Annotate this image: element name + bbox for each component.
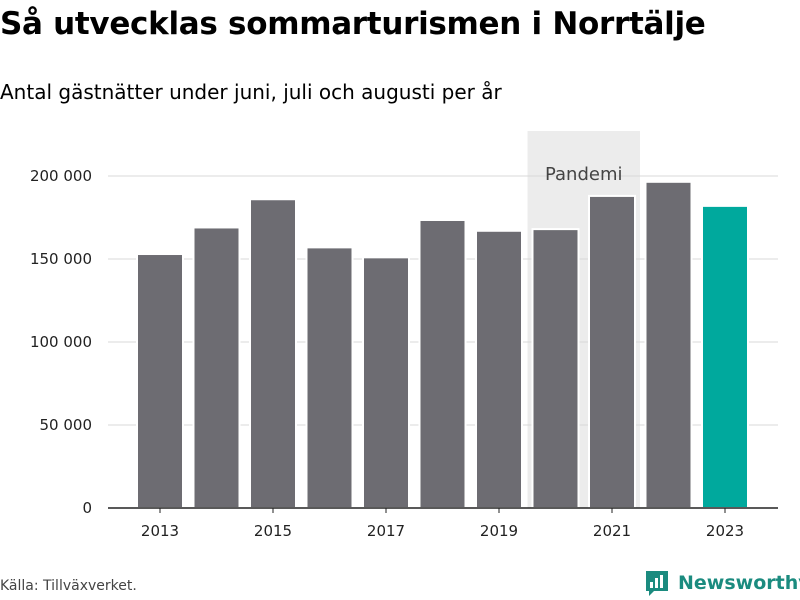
bar: [249, 198, 297, 510]
y-tick-label: 200 000: [30, 167, 92, 185]
bar: [588, 194, 636, 509]
x-tick-label: 2013: [141, 522, 179, 540]
x-tick-label: 2017: [367, 522, 405, 540]
chart-title: Så utvecklas sommarturismen i Norrtälje: [0, 6, 706, 42]
x-tick-label: 2023: [706, 522, 744, 540]
bar: [192, 226, 241, 510]
x-tick-label: 2021: [593, 522, 631, 540]
chart-subtitle: Antal gästnätter under juni, juli och au…: [0, 80, 502, 104]
x-tick-label: 2019: [480, 522, 518, 540]
newsworthy-icon: [646, 571, 668, 596]
y-tick-label: 100 000: [30, 333, 92, 351]
bar: [531, 228, 580, 509]
bar: [701, 204, 749, 509]
bar: [305, 246, 354, 509]
x-tick-label: 2015: [254, 522, 292, 540]
bar: [418, 218, 467, 510]
brand-logo[interactable]: Newsworthy: [644, 569, 800, 597]
bar: [136, 253, 184, 509]
bar: [362, 256, 410, 509]
brand-name: Newsworthy: [678, 572, 800, 594]
bar: [475, 229, 523, 509]
y-tick-label: 0: [82, 499, 92, 517]
bar: [644, 180, 693, 509]
source-note: Källa: Tillväxverket.: [0, 578, 137, 594]
y-tick-label: 150 000: [30, 250, 92, 268]
pandemic-label: Pandemi: [545, 164, 623, 185]
y-tick-label: 50 000: [40, 416, 93, 434]
